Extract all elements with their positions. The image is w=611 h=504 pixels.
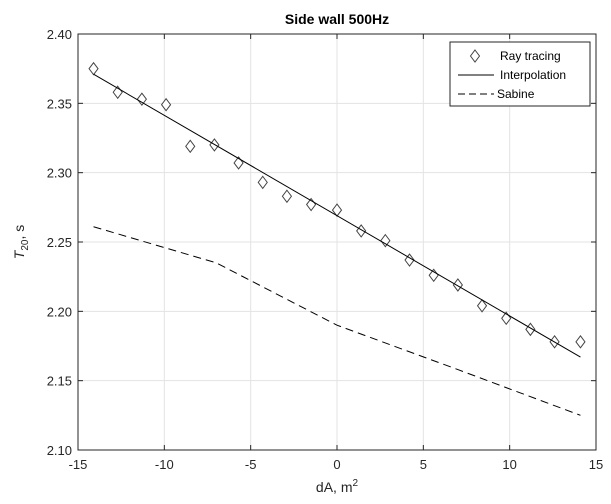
y-axis-label-suffix: , s	[11, 225, 27, 240]
series-line-interpolation	[93, 73, 581, 358]
y-axis-label: T20, s	[11, 225, 31, 259]
x-tick-label: 5	[420, 457, 427, 472]
data-point-ray-tracing	[356, 224, 367, 238]
series-line-sabine	[93, 226, 581, 416]
y-tick-label: 2.35	[47, 96, 72, 111]
x-tick-label: 10	[502, 457, 516, 472]
axis-ticks: -15 -10 -5 0 5 10 15 2.10 2.15 2.20 2.25 2.30 2.35 2.…	[47, 27, 604, 472]
legend: Ray tracing Interpolation Sabine	[449, 41, 591, 107]
y-tick-label: 2.20	[47, 304, 72, 319]
y-tick-label: 2.25	[47, 235, 72, 250]
y-tick-label: 2.30	[47, 166, 72, 181]
x-tick-label: -10	[155, 457, 174, 472]
data-point-ray-tracing	[452, 278, 463, 292]
data-point-ray-tracing	[257, 175, 268, 190]
data-point-ray-tracing	[160, 97, 172, 112]
y-axis-label-base: T	[11, 249, 27, 259]
x-axis-label-base: dA, m	[316, 479, 353, 495]
x-tick-label: 15	[589, 457, 603, 472]
y-tick-label: 2.15	[47, 374, 72, 389]
data-point-ray-tracing	[185, 139, 196, 154]
data-point-ray-tracing	[575, 335, 586, 349]
y-axis-label-sub: 20	[20, 239, 31, 251]
legend-label-sabine: Sabine	[497, 87, 535, 101]
legend-label-interpolation: Interpolation	[500, 68, 566, 82]
data-point-ray-tracing	[281, 189, 293, 204]
legend-marker-ray-tracing	[469, 49, 481, 63]
y-tick-label: 2.10	[47, 443, 72, 458]
series-layer	[88, 61, 586, 416]
y-tick-label: 2.40	[47, 27, 72, 42]
chart-title: Side wall 500Hz	[285, 11, 389, 27]
legend-label-ray-tracing: Ray tracing	[500, 49, 561, 63]
x-tick-label: 0	[333, 457, 340, 472]
x-tick-label: -5	[245, 457, 257, 472]
data-point-ray-tracing	[476, 298, 488, 313]
x-tick-label: -15	[69, 457, 88, 472]
data-point-ray-tracing	[380, 233, 391, 248]
x-axis-label-sup: 2	[353, 478, 359, 489]
x-axis-label: dA, m2	[316, 478, 359, 495]
data-point-ray-tracing	[136, 92, 148, 107]
